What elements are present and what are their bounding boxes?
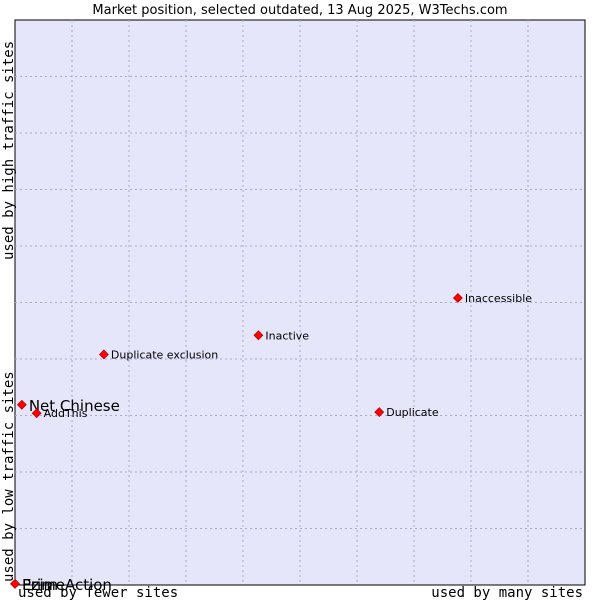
data-point-label: PrimeAction — [22, 576, 112, 594]
data-point-label: AddThis — [44, 407, 88, 420]
data-point-marker — [452, 293, 463, 303]
data-point-label: Net Chinese — [29, 397, 120, 415]
grid — [15, 20, 585, 585]
data-point-marker — [10, 578, 20, 589]
data-point-marker — [253, 330, 264, 341]
data-point-marker — [374, 407, 385, 418]
x-axis-low-label: used by fewer sites — [18, 585, 178, 600]
data-point-label: Ezim — [22, 576, 58, 594]
data-point-label: Inaccessible — [465, 292, 532, 305]
data-point-marker — [16, 399, 27, 410]
y-axis-high-label: used by high traffic sites — [1, 41, 17, 260]
data-points: Inaccessible Inactive Duplicate exclusion N… — [10, 292, 532, 594]
chart-title: Market position, selected outdated, 13 A… — [92, 3, 507, 18]
data-point-label: Inactive — [265, 329, 309, 342]
data-point-marker — [98, 349, 109, 360]
x-axis-high-label: used by many sites — [431, 585, 583, 600]
data-point-label: Duplicate exclusion — [111, 348, 218, 361]
data-point-label: Duplicate — [386, 406, 439, 419]
y-axis-low-label: used by low traffic sites — [1, 371, 17, 582]
data-point-marker — [31, 408, 42, 419]
